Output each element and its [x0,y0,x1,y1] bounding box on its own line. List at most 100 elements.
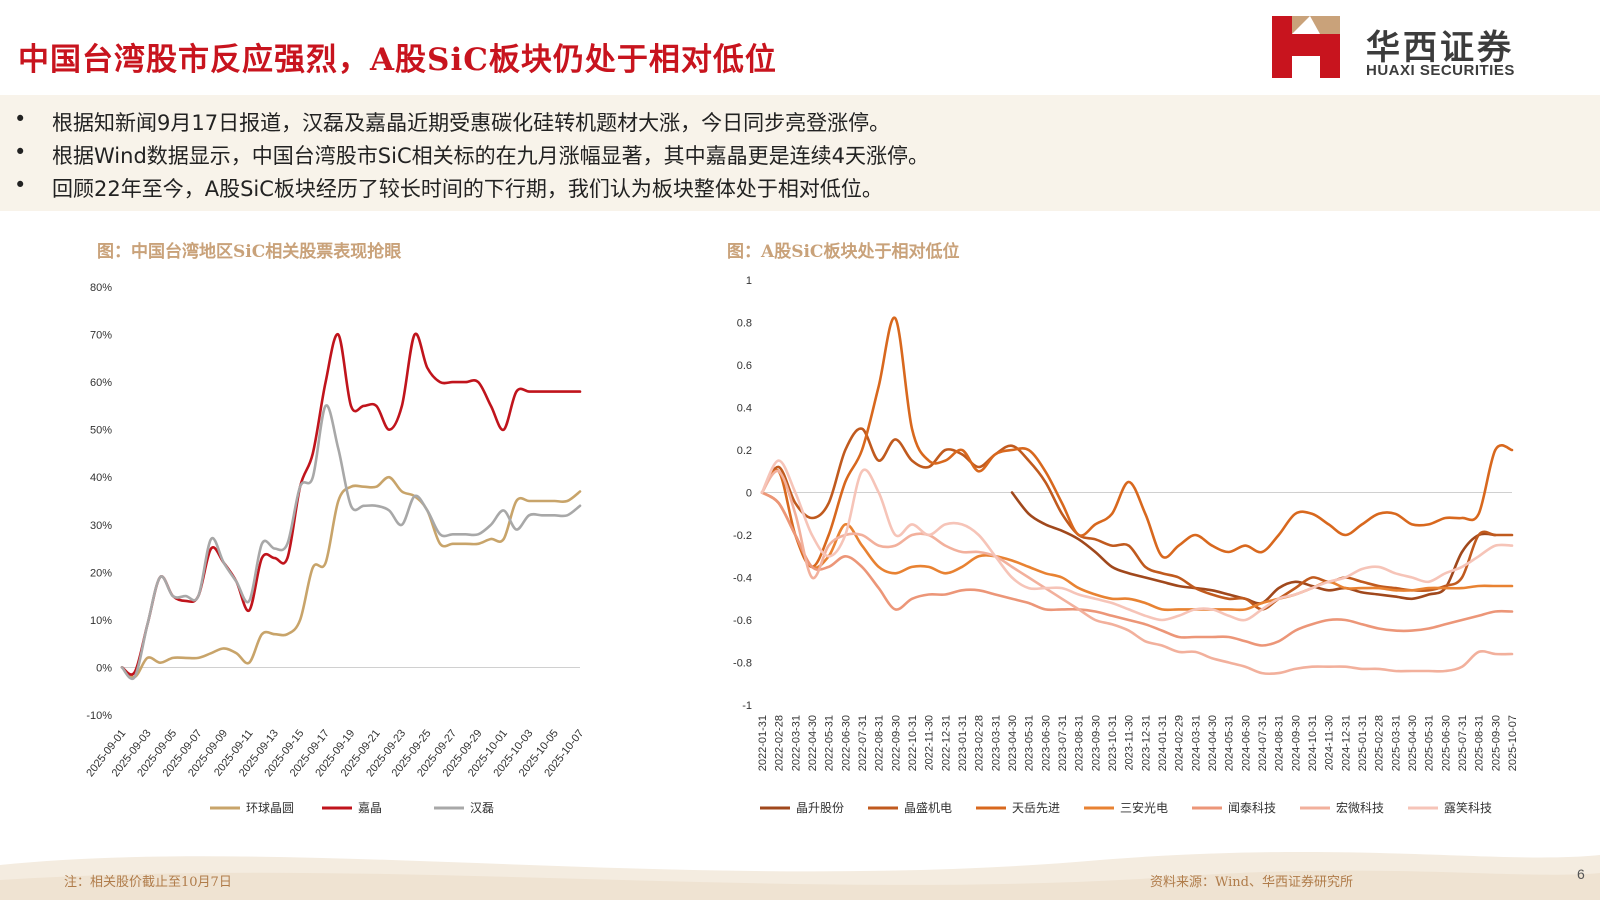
y-tick-label: -10% [86,710,112,722]
legend-label: 晶盛机电 [904,800,952,815]
bullet-text: 根据Wind数据显示，中国台湾股市SiC相关标的在九月涨幅显著，其中嘉晶更是连续… [52,144,929,168]
left-chart-title: 图：中国台湾地区SiC相关股票表现抢眼 [97,242,402,262]
x-tick-label: 2023-09-30 [1090,715,1102,771]
series-line [760,427,1514,611]
y-tick-label: 20% [90,567,112,579]
right-chart-title: 图：A股SiC板块处于相对低位 [727,242,960,262]
x-tick-label: 2022-05-31 [824,715,836,771]
x-tick-label: 2022-08-31 [874,715,886,771]
x-tick-label: 2025-02-28 [1374,715,1386,771]
y-tick-label: -0.8 [733,658,752,670]
bullet-text: 回顾22年至今，A股SiC板块经历了较长时间的下行期，我们认为板块整体处于相对低… [52,177,883,201]
x-tick-label: 2025-10-07 [1507,715,1519,771]
source-note: 资料来源：Wind、华西证券研究所 [1150,875,1353,890]
legend-label: 嘉晶 [358,801,382,815]
page-number: 6 [1577,866,1585,882]
logo-cn-text: 华西证券 [1366,28,1514,68]
y-tick-label: 60% [90,377,112,389]
x-tick-label: 2022-10-31 [907,715,919,771]
x-tick-label: 2023-10-31 [1107,715,1119,771]
series-line [760,316,1514,569]
y-tick-label: 0.2 [737,445,752,457]
x-tick-label: 2023-08-31 [1074,715,1086,771]
x-tick-label: 2024-03-31 [1190,715,1202,771]
x-tick-label: 2022-03-31 [790,715,802,771]
x-tick-label: 2022-12-31 [940,715,952,771]
y-tick-label: 50% [90,425,112,437]
x-tick-label: 2023-05-31 [1024,715,1036,771]
y-tick-label: -0.2 [733,530,752,542]
x-tick-label: 2024-12-31 [1340,715,1352,771]
page-title: 中国台湾股市反应强烈，A股SiC板块仍处于相对低位 [18,42,777,78]
series-line [760,459,1514,622]
bullet-dot: • [14,107,27,131]
x-tick-label: 2024-06-30 [1240,715,1252,771]
legend-label: 环球晶圆 [246,801,294,815]
y-tick-label: 10% [90,615,112,627]
x-tick-label: 2024-11-30 [1324,715,1336,770]
legend-label: 露笑科技 [1444,800,1492,815]
y-tick-label: 70% [90,330,112,342]
y-tick-label: -1 [742,700,752,712]
x-tick-label: 2024-08-31 [1274,715,1286,771]
decorative-wave [0,851,1600,900]
bullet-item: • 根据Wind数据显示，中国台湾股市SiC相关标的在九月涨幅显著，其中嘉晶更是… [14,140,929,168]
y-tick-label: 30% [90,520,112,532]
x-tick-label: 2023-04-30 [1007,715,1019,771]
y-tick-label: 40% [90,472,112,484]
x-tick-label: 2024-09-30 [1290,715,1302,771]
x-tick-label: 2023-02-28 [974,715,986,771]
bullet-item: • 回顾22年至今，A股SiC板块经历了较长时间的下行期，我们认为板块整体处于相… [14,173,883,201]
y-tick-label: 0% [96,662,112,674]
legend-label: 宏微科技 [1336,800,1384,815]
y-tick-label: 0 [746,488,752,500]
x-tick-label: 2023-12-31 [1140,715,1152,771]
legend-label: 晶升股份 [796,801,844,815]
footnote: 注：相关股价截止至10月7日 [64,875,232,890]
x-tick-label: 2024-04-30 [1207,715,1219,771]
x-tick-label: 2025-01-31 [1357,715,1369,771]
bullet-text: 根据知新闻9月17日报道，汉磊及嘉晶近期受惠碳化硅转机题材大涨，今日同步亮登涨停… [52,111,891,135]
x-tick-label: 2025-09-30 [1490,715,1502,771]
company-logo: 华西证券 HUAXI SECURITIES [1270,16,1590,82]
x-tick-label: 2022-11-30 [924,715,936,770]
x-tick-label: 2023-11-30 [1124,715,1136,770]
y-tick-label: 0.6 [737,360,752,372]
y-tick-label: 0.4 [737,403,752,415]
bullet-dot: • [14,173,27,197]
huaxi-logo-icon [1272,16,1340,78]
x-tick-label: 2023-07-31 [1057,715,1069,771]
legend-label: 汉磊 [470,801,494,815]
x-tick-label: 2025-07-31 [1457,715,1469,771]
bullet-panel: • 根据知新闻9月17日报道，汉磊及嘉晶近期受惠碳化硅转机题材大涨，今日同步亮登… [0,95,1600,211]
y-tick-label: -0.4 [733,573,752,585]
y-tick-label: 0.8 [737,318,752,330]
x-tick-label: 2025-03-31 [1390,715,1402,771]
x-tick-label: 2024-02-29 [1174,715,1186,771]
left-line-chart: 80%70%60%50%40%30%20%10%0%-10%2025-09-01… [84,282,586,815]
series-line [760,469,1514,676]
x-tick-label: 2022-04-30 [807,715,819,771]
x-tick-label: 2025-04-30 [1407,715,1419,771]
y-tick-label: 80% [90,282,112,294]
x-tick-label: 2022-09-30 [890,715,902,771]
x-tick-label: 2023-01-31 [957,715,969,771]
x-tick-label: 2025-08-31 [1474,715,1486,771]
x-tick-label: 2024-07-31 [1257,715,1269,771]
series-line [760,491,1514,647]
series-line [120,404,582,681]
series-line [120,475,582,679]
legend-label: 闻泰科技 [1228,801,1276,815]
x-tick-label: 2024-10-31 [1307,715,1319,771]
x-tick-label: 2022-02-28 [774,715,786,771]
x-tick-label: 2024-01-31 [1157,715,1169,771]
logo-en-text: HUAXI SECURITIES [1366,62,1515,79]
x-tick-label: 2025-06-30 [1440,715,1452,771]
legend-label: 三安光电 [1120,800,1168,815]
x-tick-label: 2023-03-31 [990,715,1002,771]
x-tick-label: 2022-06-30 [840,715,852,771]
x-tick-label: 2022-01-31 [757,715,769,771]
y-tick-label: 1 [746,275,752,287]
bullet-item: • 根据知新闻9月17日报道，汉磊及嘉晶近期受惠碳化硅转机题材大涨，今日同步亮登… [14,107,890,135]
x-tick-label: 2024-05-31 [1224,715,1236,771]
